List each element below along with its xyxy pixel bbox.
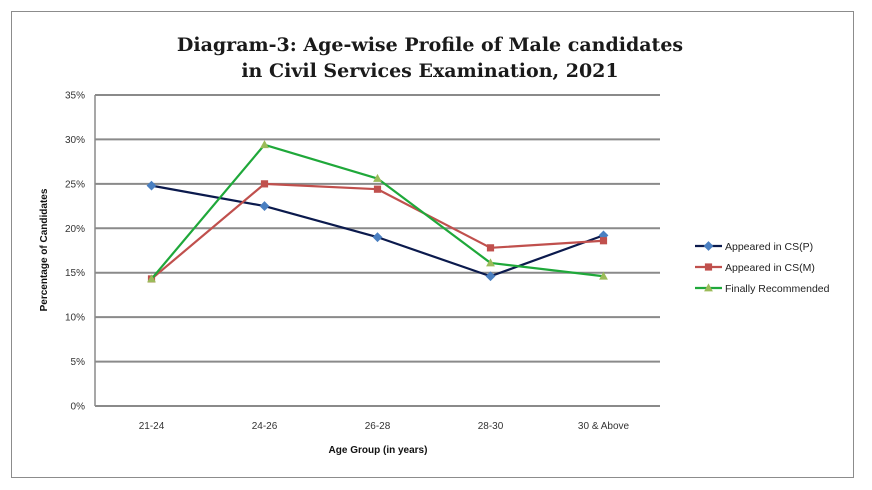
chart-title-line-1: Diagram-3: Age-wise Profile of Male cand…	[177, 34, 683, 56]
legend: Appeared in CS(P) Appeared in CS(M) Finall…	[695, 241, 830, 295]
y-tick-label: 20%	[65, 224, 85, 235]
data-point	[146, 180, 157, 191]
data-point	[486, 244, 495, 252]
series-2	[147, 180, 608, 283]
x-tick-label: 26-28	[365, 421, 391, 432]
legend-label: Appeared in CS(P)	[725, 241, 813, 253]
series-1	[146, 180, 609, 282]
x-tick-label: 21-24	[139, 421, 165, 432]
data-point	[486, 258, 495, 267]
chart-frame	[11, 11, 854, 478]
legend-item-1: Appeared in CS(P)	[695, 241, 813, 253]
data-point	[373, 173, 382, 182]
x-tick-label: 30 & Above	[578, 421, 630, 432]
x-tick-label: 28-30	[478, 421, 504, 432]
data-point	[260, 180, 269, 188]
grid-layer	[94, 94, 660, 407]
series-layer	[146, 140, 609, 283]
y-tick-label: 25%	[65, 179, 85, 190]
legend-item-2: Appeared in CS(M)	[695, 262, 815, 274]
y-tick-label: 15%	[65, 268, 85, 279]
data-point	[373, 185, 382, 193]
y-tick-label: 5%	[71, 357, 86, 368]
series-3	[147, 140, 608, 283]
legend-marker	[704, 283, 713, 292]
y-tick-label: 30%	[65, 135, 85, 146]
y-tick-label: 10%	[65, 313, 85, 324]
data-point	[147, 274, 156, 283]
legend-label: Appeared in CS(M)	[725, 262, 815, 274]
x-tick-label: 24-26	[252, 421, 278, 432]
data-point	[260, 140, 269, 149]
y-tick-label: 0%	[71, 402, 86, 413]
legend-item-3: Finally Recommended	[695, 283, 830, 295]
data-point	[259, 201, 270, 211]
x-axis-title: Age Group (in years)	[329, 445, 428, 456]
legend-marker	[704, 263, 713, 271]
y-tick-label: 35%	[65, 91, 85, 102]
y-axis-title: Percentage of Candidates	[39, 188, 50, 311]
data-point	[372, 232, 383, 243]
legend-marker	[703, 241, 714, 251]
data-point	[599, 271, 608, 280]
data-point	[485, 271, 496, 282]
tick-layer: 0% 5% 10% 15% 20% 25% 30% 35% 21-24 24-26 26-28 28-…	[65, 91, 630, 433]
legend-label: Finally Recommended	[725, 283, 830, 295]
data-point	[599, 237, 608, 245]
chart-title-line-2: in Civil Services Examination, 2021	[241, 60, 618, 82]
